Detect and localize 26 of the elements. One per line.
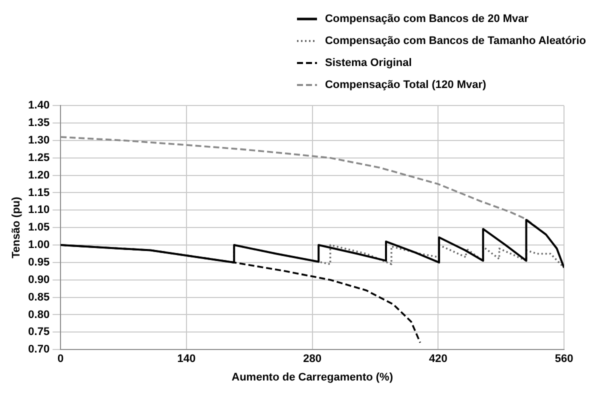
x-tick-label: 280: [303, 353, 322, 366]
y-tick-label: 0.85: [28, 291, 50, 304]
x-tick-label: 420: [428, 353, 448, 366]
y-tick-label: 0.70: [28, 344, 50, 356]
y-tick-label: 1.25: [28, 152, 50, 164]
y-tick-label: 1.15: [28, 186, 50, 199]
y-tick-label: 1.20: [28, 169, 50, 182]
y-tick-label: 0.80: [28, 308, 50, 321]
y-tick-label: 1.30: [28, 134, 50, 146]
y-tick-label: 1.10: [28, 204, 50, 216]
legend-label: Compensação com Bancos de 20 Mvar: [324, 12, 529, 27]
y-tick-label: 0.90: [28, 274, 50, 286]
y-tick-label: 0.75: [28, 326, 50, 338]
y-tick-label: 1.05: [28, 222, 50, 234]
x-tick-label: 0: [58, 353, 64, 366]
y-tick-label: 1.40: [28, 100, 50, 112]
x-tick-label: 140: [177, 353, 196, 366]
y-tick-label: 1.00: [28, 239, 50, 252]
x-axis-title: Aumento de Carregamento (%): [232, 371, 394, 384]
legend-label: Sistema Original: [324, 56, 412, 71]
legend-label: Compensação Total (120 Mvar): [324, 78, 486, 93]
y-tick-label: 1.35: [28, 117, 50, 130]
y-axis-title: Tensão (pu): [10, 196, 23, 258]
y-tick-label: 0.95: [28, 256, 50, 268]
legend-label: Compensação com Bancos de Tamanho Aleatório: [324, 34, 586, 49]
x-tick-label: 560: [554, 353, 574, 366]
